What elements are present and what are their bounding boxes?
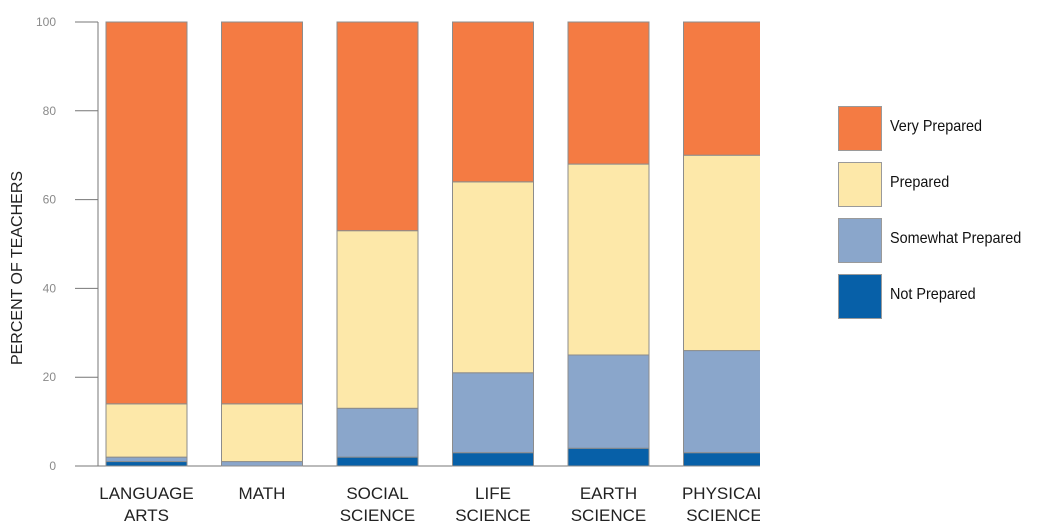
bar-segment — [683, 452, 760, 467]
y-tick-label: 40 — [43, 281, 57, 295]
legend-swatch — [838, 106, 882, 151]
y-tick-label: 0 — [49, 459, 56, 473]
x-tick-label: LIFE — [475, 484, 511, 503]
y-tick-label: 60 — [43, 193, 57, 207]
bar-segment — [105, 456, 188, 463]
legend-swatch — [838, 218, 882, 263]
x-tick-label: SCIENCE — [686, 506, 760, 525]
y-axis-label: PERCENT OF TEACHERS — [9, 171, 26, 365]
bar-segment — [567, 354, 650, 449]
legend-label: Not Prepared — [890, 286, 976, 303]
x-tick-label: EARTH — [580, 484, 637, 503]
x-tick-label: ARTS — [124, 506, 169, 525]
legend-item: Somewhat Prepared — [838, 218, 1048, 265]
bar-segment — [452, 372, 534, 454]
y-tick-label: 80 — [43, 104, 57, 118]
bar-segment — [105, 403, 188, 458]
bar-segment — [567, 447, 650, 467]
bar-segment — [336, 456, 419, 467]
bar-segment — [221, 461, 303, 467]
legend: Very Prepared Prepared Somewhat Prepared No… — [838, 106, 1048, 330]
stacked-bar-chart: PERCENT OF TEACHERS 0 20 40 60 80 100 LANGUAG… — [9, 15, 760, 525]
x-tick-label: PHYSICAL — [682, 484, 760, 503]
bar-segment — [105, 461, 188, 467]
legend-label: Prepared — [890, 174, 950, 191]
axes: 0 20 40 60 80 100 — [36, 15, 760, 473]
bar-segment — [452, 181, 534, 374]
legend-label: Somewhat Prepared — [890, 230, 1022, 247]
legend-swatch — [838, 162, 882, 207]
legend-swatch — [838, 274, 882, 319]
legend-item: Prepared — [838, 162, 1048, 209]
bar-segment — [221, 21, 303, 405]
bar-segment — [452, 452, 534, 467]
x-tick-label: SOCIAL — [346, 484, 408, 503]
bar-segment — [336, 21, 419, 232]
x-tick-label: SCIENCE — [455, 506, 531, 525]
bar-segment — [683, 154, 760, 352]
bar-segment — [567, 163, 650, 356]
bar-segment — [452, 21, 534, 183]
category-labels: LANGUAGE ARTS MATH SOCIAL SCIENCE LIFE SCIENCE… — [99, 484, 760, 525]
y-tick-label: 100 — [36, 15, 56, 29]
bar-segment — [336, 407, 419, 458]
bar-segment — [683, 21, 760, 156]
legend-label: Very Prepared — [890, 118, 983, 135]
bar-segment — [683, 350, 760, 454]
bar-segment — [221, 403, 303, 463]
x-tick-label: SCIENCE — [340, 506, 416, 525]
x-tick-label: SCIENCE — [571, 506, 647, 525]
bars — [105, 21, 760, 467]
x-tick-label: LANGUAGE — [99, 484, 193, 503]
bar-segment — [567, 21, 650, 165]
bar-segment — [336, 230, 419, 409]
y-tick-label: 20 — [43, 370, 57, 384]
legend-item: Very Prepared — [838, 106, 1048, 153]
legend-item: Not Prepared — [838, 274, 1048, 321]
x-tick-label: MATH — [239, 484, 286, 503]
bar-segment — [105, 21, 188, 405]
